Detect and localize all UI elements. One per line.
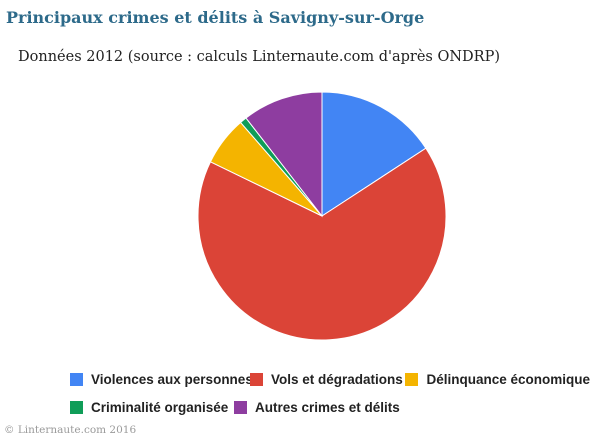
chart-legend: Violences aux personnes Vols et dégradat…: [70, 365, 590, 421]
pie-slice-violences-aux-personnes[interactable]: [321, 91, 427, 217]
chart-title: Principaux crimes et délits à Savigny-su…: [6, 8, 425, 27]
legend-item-autres[interactable]: Autres crimes et délits: [234, 400, 400, 415]
legend-item-criminalite[interactable]: Criminalité organisée: [70, 400, 234, 415]
legend-label: Délinquance économique: [426, 371, 590, 387]
pie-slices: [197, 91, 447, 341]
legend-label: Autres crimes et délits: [255, 399, 400, 415]
legend-item-delinquance[interactable]: Délinquance économique: [405, 372, 590, 387]
legend-swatch: [250, 372, 263, 386]
legend-swatch: [234, 400, 247, 414]
legend-swatch: [70, 400, 83, 414]
legend-item-violences[interactable]: Violences aux personnes: [70, 371, 253, 387]
copyright-footer: © Linternaute.com 2016: [4, 424, 137, 436]
legend-swatch: [70, 372, 83, 386]
legend-swatch: [405, 372, 419, 386]
legend-label: Criminalité organisée: [91, 399, 229, 415]
legend-row: Violences aux personnes Vols et dégradat…: [70, 365, 590, 393]
legend-row: Criminalité organisée Autres crimes et d…: [70, 393, 590, 421]
pie-slice-autres-crimes-et-delits[interactable]: [245, 91, 323, 218]
pie-slice-vols-et-degradations[interactable]: [197, 147, 447, 341]
legend-label: Vols et dégradations: [271, 371, 403, 387]
chart-subtitle: Données 2012 (source : calculs Linternau…: [18, 49, 500, 65]
legend-label: Violences aux personnes: [91, 371, 253, 387]
legend-item-vols[interactable]: Vols et dégradations: [250, 372, 405, 387]
